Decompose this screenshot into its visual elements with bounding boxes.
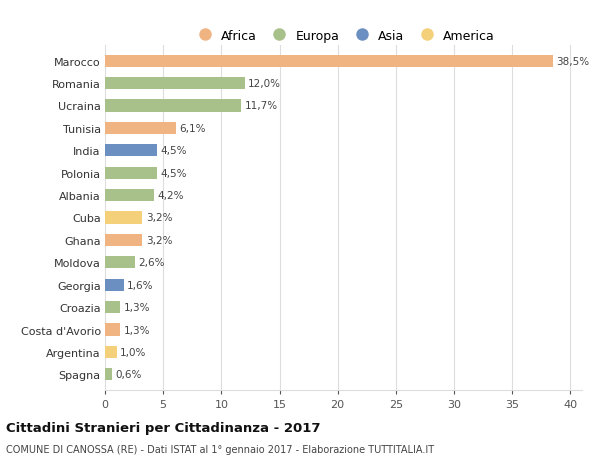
Bar xyxy=(105,279,124,291)
Bar xyxy=(105,369,112,381)
Bar xyxy=(105,78,245,90)
Text: COMUNE DI CANOSSA (RE) - Dati ISTAT al 1° gennaio 2017 - Elaborazione TUTTITALIA: COMUNE DI CANOSSA (RE) - Dati ISTAT al 1… xyxy=(6,444,434,454)
Bar xyxy=(105,257,135,269)
Bar xyxy=(105,56,553,67)
Text: 4,2%: 4,2% xyxy=(157,190,184,201)
Bar xyxy=(105,234,142,246)
Text: 4,5%: 4,5% xyxy=(161,168,187,178)
Bar xyxy=(105,346,116,358)
Bar xyxy=(105,324,120,336)
Bar xyxy=(105,301,120,313)
Text: 38,5%: 38,5% xyxy=(556,56,590,67)
Text: 1,3%: 1,3% xyxy=(124,302,150,313)
Text: 11,7%: 11,7% xyxy=(245,101,278,111)
Bar xyxy=(105,167,157,179)
Text: 3,2%: 3,2% xyxy=(146,235,172,246)
Text: 2,6%: 2,6% xyxy=(139,258,165,268)
Bar xyxy=(105,100,241,112)
Bar xyxy=(105,123,176,135)
Bar xyxy=(105,190,154,202)
Text: 4,5%: 4,5% xyxy=(161,146,187,156)
Text: Cittadini Stranieri per Cittadinanza - 2017: Cittadini Stranieri per Cittadinanza - 2… xyxy=(6,421,320,434)
Text: 1,6%: 1,6% xyxy=(127,280,154,290)
Text: 12,0%: 12,0% xyxy=(248,79,281,89)
Legend: Africa, Europa, Asia, America: Africa, Europa, Asia, America xyxy=(187,25,500,48)
Bar xyxy=(105,212,142,224)
Text: 0,6%: 0,6% xyxy=(115,369,142,380)
Bar xyxy=(105,145,157,157)
Text: 6,1%: 6,1% xyxy=(179,123,206,134)
Text: 1,3%: 1,3% xyxy=(124,325,150,335)
Text: 1,0%: 1,0% xyxy=(120,347,146,357)
Text: 3,2%: 3,2% xyxy=(146,213,172,223)
